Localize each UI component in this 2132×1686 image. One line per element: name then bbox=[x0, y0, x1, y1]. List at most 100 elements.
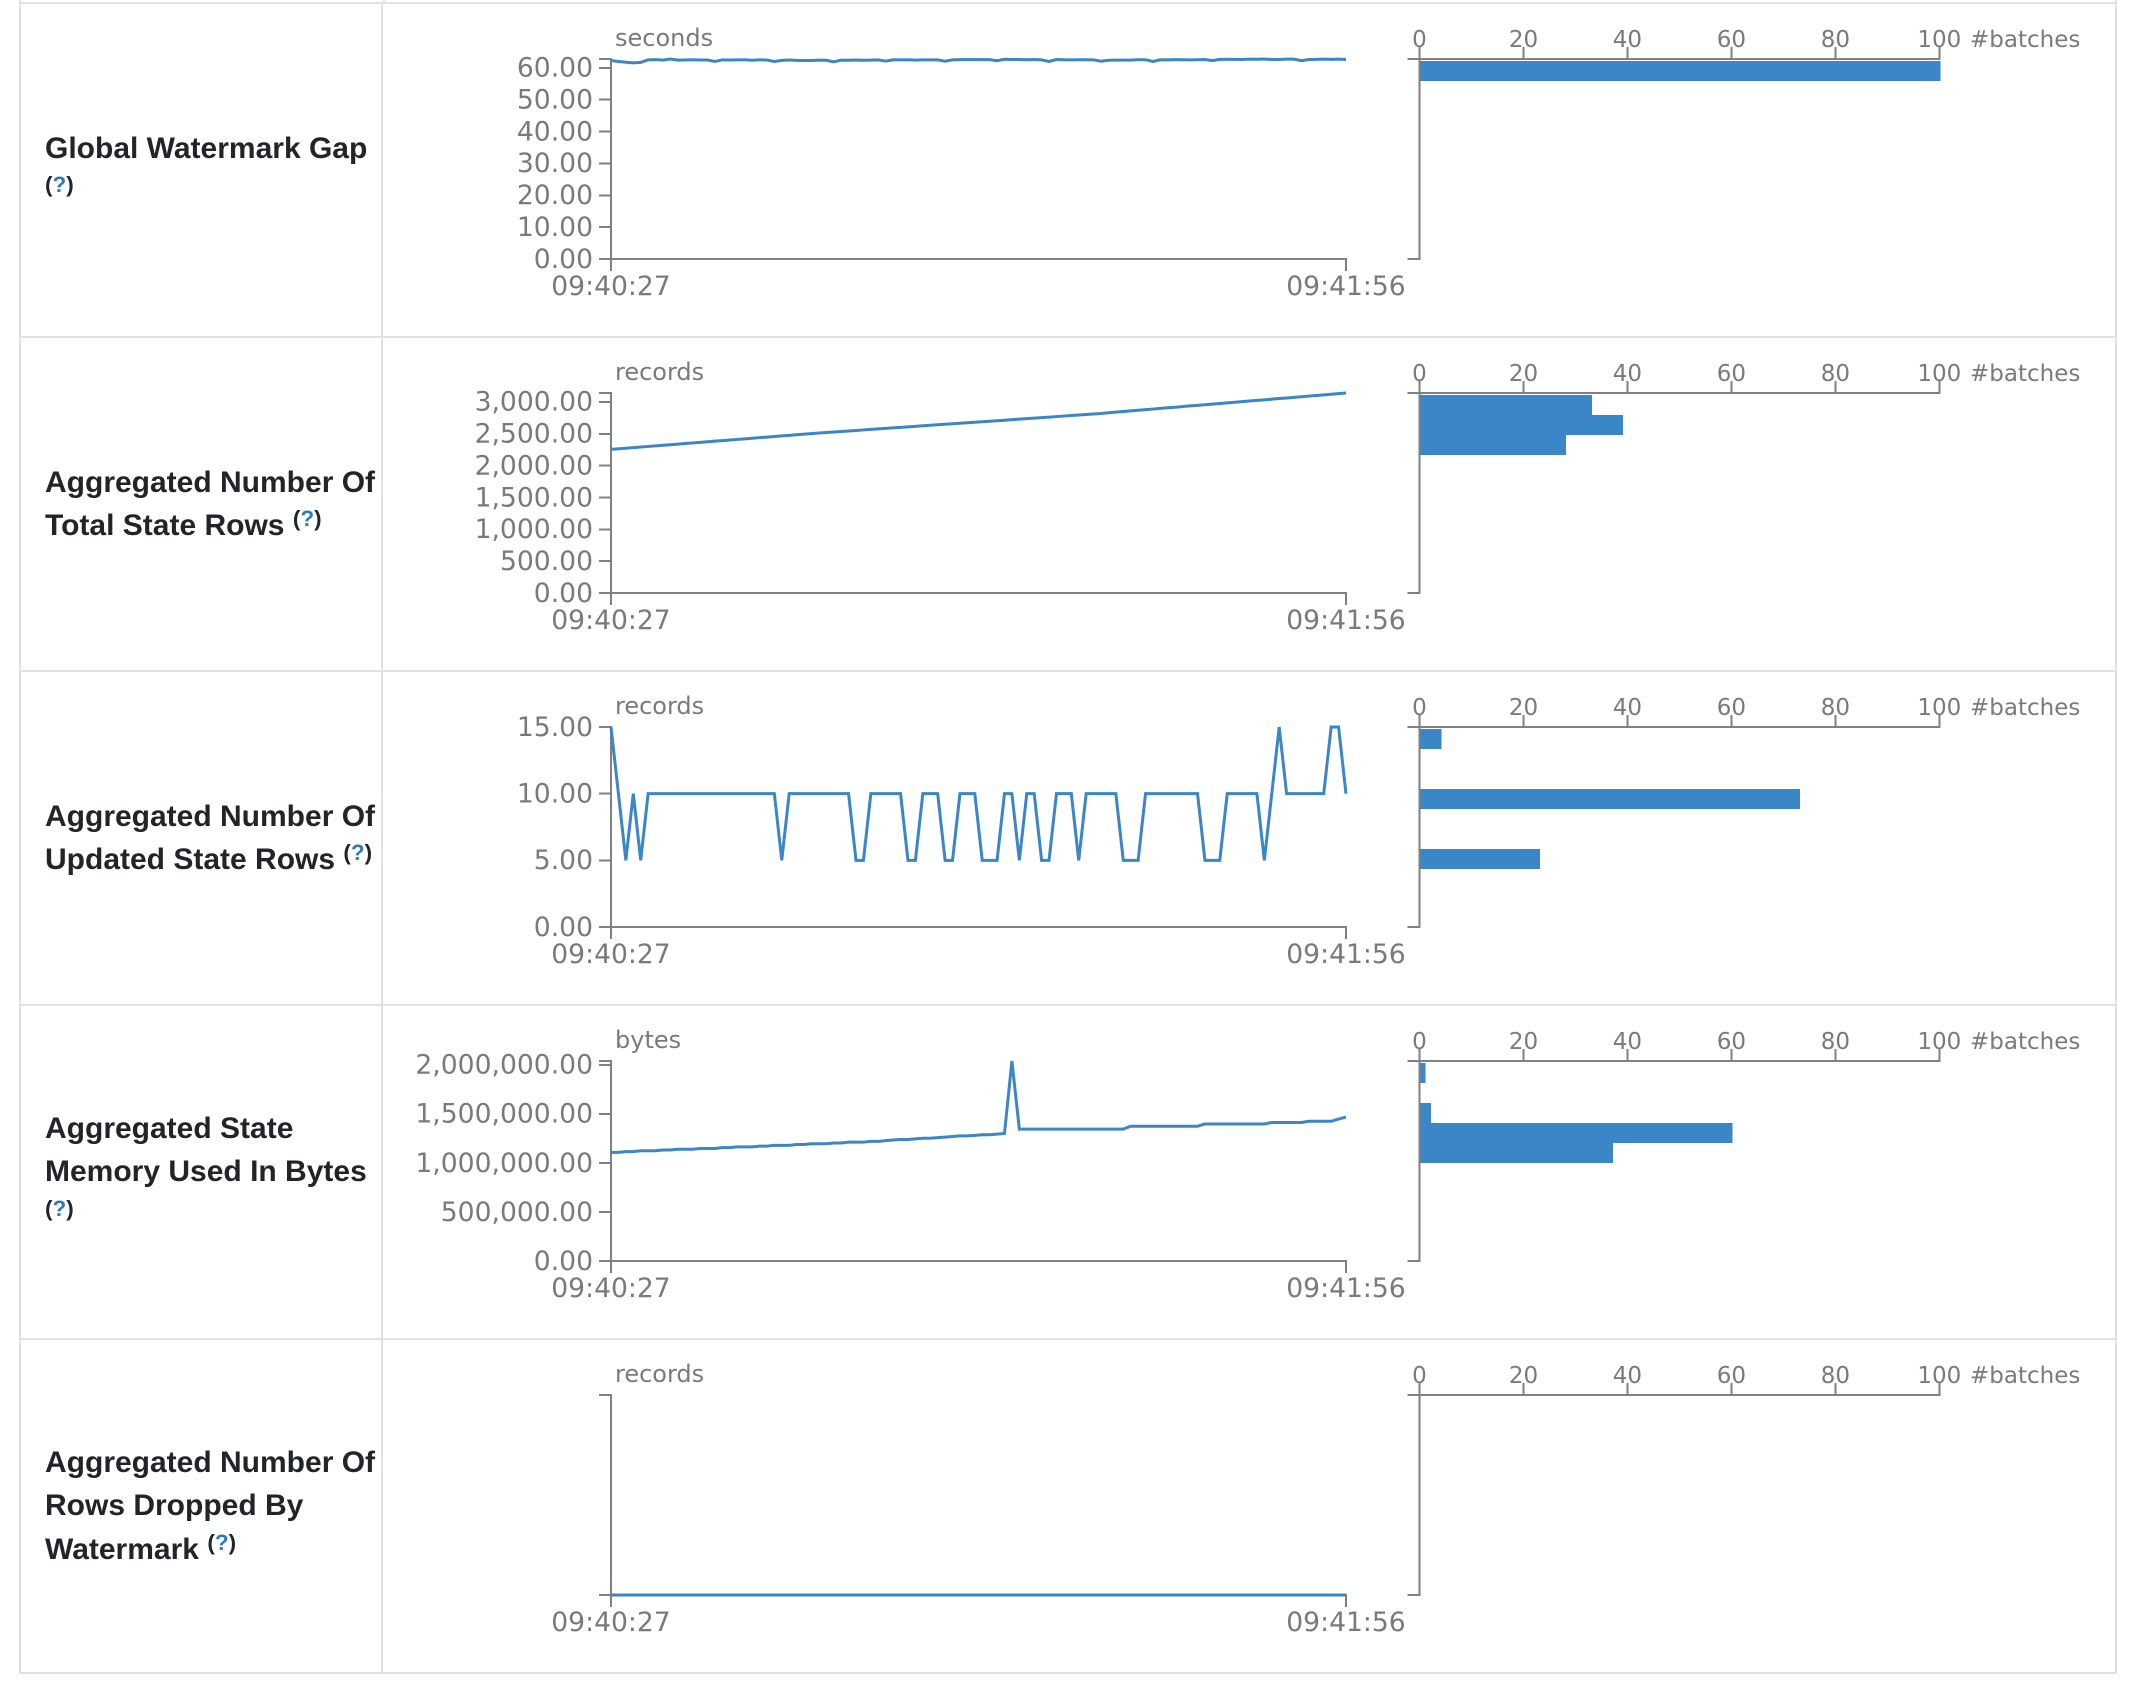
metric-label-cell: Aggregated Number Of Updated State Rows (… bbox=[21, 672, 383, 1004]
metric-charts-cell: seconds 0.00 10.00 20.00 30.00 40.00 50.00 60.0… bbox=[385, 4, 2115, 336]
histogram-y-axis bbox=[1407, 726, 1421, 928]
timeline-x-axis bbox=[610, 1594, 1347, 1607]
metric-label-cell: Aggregated Number Of Total State Rows (?) bbox=[21, 338, 383, 670]
histogram-top-axis bbox=[1418, 1383, 1941, 1396]
metric-label-text: Aggregated Number Of Total State Rows (?) bbox=[45, 466, 375, 543]
metric-row-aggregated-num-updated-state-rows: Aggregated Number Of Updated State Rows (… bbox=[21, 670, 2115, 1004]
metric-label-cell: Global Watermark Gap (?) bbox=[21, 4, 383, 336]
histogram-x-tick-label: 100 bbox=[1917, 1363, 1961, 1389]
timeline-series-line bbox=[610, 57, 1347, 65]
metric-row-aggregated-num-rows-dropped-by-watermark: Aggregated Number Of Rows Dropped By Water… bbox=[21, 1338, 2115, 1672]
metric-label-line: Updated State Rows bbox=[45, 843, 336, 876]
tooltip-question-link[interactable]: ? bbox=[214, 1529, 229, 1555]
histogram-x-tick-label: 80 bbox=[1821, 695, 1850, 721]
tooltip-marker: (?) bbox=[207, 1530, 236, 1555]
timeline-y-tick-label: 2,500.00 bbox=[475, 419, 593, 450]
tooltip-paren-open: ( bbox=[207, 1529, 215, 1555]
metric-label-text: Aggregated State Memory Used In Bytes (?) bbox=[45, 1112, 367, 1232]
timeline-y-tick-label: 30.00 bbox=[517, 148, 593, 179]
histogram-x-tick-label: 60 bbox=[1717, 1363, 1746, 1389]
histogram-x-tick-label: 40 bbox=[1613, 361, 1642, 387]
histogram-bar bbox=[1420, 1143, 1613, 1163]
tooltip-marker: (?) bbox=[343, 840, 372, 865]
histogram-x-tick-label: 40 bbox=[1613, 27, 1642, 53]
histogram-unit-label: #batches bbox=[1970, 1029, 2080, 1055]
tooltip-paren-open: ( bbox=[45, 1195, 53, 1221]
table-right-border-stub bbox=[2115, 0, 2117, 2]
timeline-y-tick-label: 1,000,000.00 bbox=[415, 1148, 593, 1179]
tooltip-marker: (?) bbox=[45, 172, 74, 197]
timeline-series-line bbox=[611, 1060, 1347, 1154]
metric-label: Aggregated Number Of Total State Rows (?) bbox=[21, 461, 377, 548]
timeline-x-end-label: 09:41:56 bbox=[1286, 939, 1405, 970]
tooltip-paren-close: ) bbox=[314, 506, 322, 531]
histogram-bar bbox=[1420, 395, 1593, 415]
metric-charts-svg: records 0.00 5.00 10.00 15.00 09:40:27 09:41:5… bbox=[517, 692, 2080, 970]
metric-label-cell: Aggregated State Memory Used In Bytes (?) bbox=[21, 1006, 383, 1338]
timeline-y-tick-label: 5.00 bbox=[534, 845, 593, 876]
metric-charts-cell: bytes 0.00 500,000.00 1,000,000.00 1,500,000… bbox=[385, 1006, 2115, 1338]
timeline-x-start-label: 09:40:27 bbox=[551, 939, 670, 970]
timeline-x-end-label: 09:41:56 bbox=[1286, 605, 1405, 636]
metric-row-aggregated-num-total-state-rows: Aggregated Number Of Total State Rows (?)… bbox=[21, 336, 2115, 670]
timeline-y-tick-label: 500.00 bbox=[500, 546, 593, 577]
histogram-x-tick-label: 40 bbox=[1613, 695, 1642, 721]
metric-label: Aggregated Number Of Updated State Rows (… bbox=[21, 795, 377, 882]
histogram-x-tick-label: 60 bbox=[1717, 695, 1746, 721]
histogram-bar bbox=[1420, 61, 1941, 81]
timeline-y-tick-label: 10.00 bbox=[517, 778, 593, 809]
metric-label-line: Aggregated Number Of bbox=[45, 799, 376, 833]
metric-charts-cell: records 0.00 500.00 1,000.00 1,500.00 2,000.0… bbox=[385, 338, 2115, 670]
timeline-y-tick-label: 0.00 bbox=[534, 912, 593, 943]
timeline-y-tick-label: 1,500,000.00 bbox=[415, 1099, 593, 1130]
table-col-border-stub bbox=[383, 0, 385, 2]
metric-label-text: Aggregated Number Of Rows Dropped By Water… bbox=[45, 1446, 375, 1566]
metric-charts-svg: records 0.00500.001,000.001,500.002,000.0… bbox=[475, 358, 2081, 636]
tooltip-marker: (?) bbox=[45, 1196, 74, 1221]
histogram-top-axis bbox=[1418, 1049, 1941, 1062]
metric-label-line: Watermark bbox=[45, 1532, 199, 1566]
histogram-top-axis bbox=[1418, 47, 1941, 60]
state-operators-statistics-table: Global Watermark Gap (?) seconds 0.00 10.00… bbox=[19, 2, 2117, 1674]
timeline-x-start-label: 09:40:27 bbox=[551, 1273, 670, 1304]
histogram-x-tick-label: 0 bbox=[1412, 361, 1427, 387]
timeline-x-end-label: 09:41:56 bbox=[1286, 271, 1405, 302]
timeline-y-axis bbox=[599, 1394, 612, 1596]
tooltip-question-link[interactable]: ? bbox=[300, 506, 315, 531]
metric-label-line: Memory Used In Bytes bbox=[45, 1155, 367, 1189]
histogram-x-tick-label: 0 bbox=[1412, 27, 1427, 53]
metric-label: Global Watermark Gap (?) bbox=[21, 127, 377, 214]
timeline-y-tick-label: 2,000,000.00 bbox=[415, 1050, 593, 1081]
metric-charts-cell: records 0.00 5.00 10.00 15.00 09:40:27 09:41:5… bbox=[385, 672, 2115, 1004]
tooltip-paren-open: ( bbox=[45, 172, 53, 197]
timeline-y-tick-label: 15.00 bbox=[517, 712, 593, 743]
histogram-x-tick-label: 0 bbox=[1412, 1363, 1427, 1389]
timeline-y-tick-label: 500,000.00 bbox=[441, 1197, 593, 1228]
timeline-y-tick-label: 3,000.00 bbox=[475, 387, 593, 418]
timeline-y-tick-label: 2,000.00 bbox=[475, 450, 593, 481]
timeline-x-axis bbox=[610, 926, 1347, 939]
tooltip-question-link[interactable]: ? bbox=[52, 172, 67, 197]
timeline-unit-label: seconds bbox=[615, 24, 713, 52]
tooltip-paren-close: ) bbox=[66, 172, 74, 197]
table-left-border-stub bbox=[19, 0, 21, 2]
metric-charts-svg: records 09:40:27 09:41:56 0 20 40 60 80 100 #batc… bbox=[551, 1360, 2080, 1638]
timeline-y-axis bbox=[599, 58, 612, 260]
timeline-y-tick-label: 1,500.00 bbox=[475, 482, 593, 513]
tooltip-question-link[interactable]: ? bbox=[52, 1195, 67, 1221]
histogram-unit-label: #batches bbox=[1970, 27, 2080, 53]
timeline-x-axis bbox=[610, 592, 1347, 605]
timeline-y-tick-label: 0.00 bbox=[534, 578, 593, 609]
timeline-x-axis bbox=[610, 1260, 1347, 1273]
tooltip-paren-close: ) bbox=[364, 840, 373, 865]
metric-label: Aggregated State Memory Used In Bytes (?) bbox=[21, 1107, 377, 1238]
histogram-x-tick-label: 20 bbox=[1509, 695, 1538, 721]
histogram-x-tick-label: 20 bbox=[1509, 1363, 1538, 1389]
histogram-bar bbox=[1420, 1063, 1426, 1083]
timeline-y-tick-label: 50.00 bbox=[517, 84, 593, 115]
timeline-unit-label: records bbox=[615, 1360, 704, 1388]
histogram-x-tick-label: 100 bbox=[1917, 695, 1961, 721]
tooltip-question-link[interactable]: ? bbox=[350, 840, 365, 865]
histogram-x-tick-label: 40 bbox=[1613, 1029, 1642, 1055]
metric-label: Aggregated Number Of Rows Dropped By Water… bbox=[21, 1441, 377, 1572]
